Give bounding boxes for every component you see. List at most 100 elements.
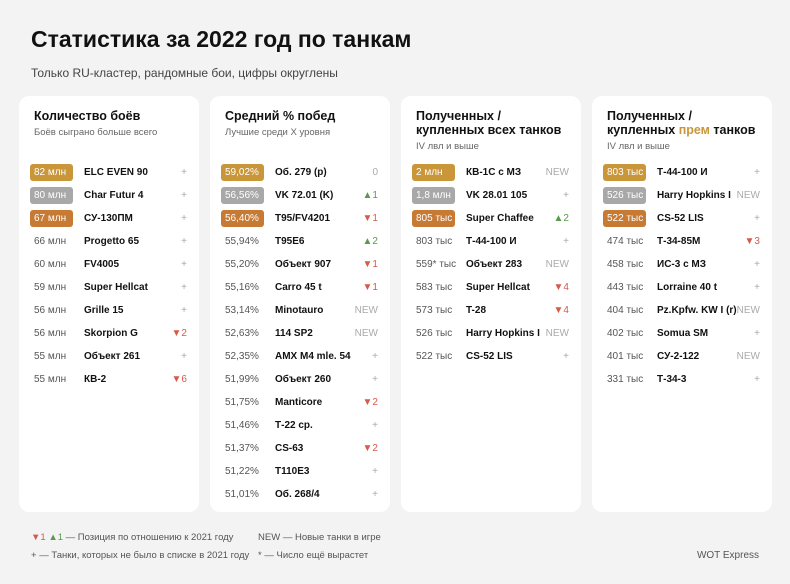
value-badge: 51,37%	[225, 443, 259, 454]
row: 82 млн ELC EVEN 90 +	[30, 161, 187, 184]
tank-name: ELC EVEN 90	[84, 167, 148, 178]
tank-name: T-28	[466, 305, 487, 316]
row: 59 млн Super Hellcat +	[30, 276, 187, 299]
row: 60 млн FV4005 +	[30, 253, 187, 276]
change: +	[181, 167, 187, 178]
change: +	[372, 489, 378, 500]
change: ▼4	[553, 282, 569, 293]
rows: 803 тыс Т-44-100 И +526 тыс Harry Hopkins I…	[603, 161, 760, 391]
value-badge: 55,16%	[225, 282, 259, 293]
value-badge: 401 тыс	[607, 351, 644, 362]
tank-name: Pz.Kpfw. KW I (r)	[657, 305, 737, 316]
title-part: прем	[678, 123, 710, 137]
title-part: Полученных / купленных	[607, 109, 692, 137]
value-badge: 526 тыс	[416, 328, 453, 339]
value-badge: 82 млн	[30, 164, 73, 181]
row: 56,40% T95/FV4201 ▼1	[221, 207, 378, 230]
row: 55 млн Объект 261 +	[30, 345, 187, 368]
panel: Полученных / купленных прем танков IV лвл…	[592, 96, 772, 512]
row: 55,16% Carro 45 t ▼1	[221, 276, 378, 299]
value-badge: 55 млн	[34, 374, 67, 385]
legend-text: — Позиция по отношению к 2021 году	[65, 532, 234, 543]
row: 522 тыс CS-52 LIS +	[603, 207, 760, 230]
change: +	[372, 351, 378, 362]
tank-name: T95E6	[275, 236, 305, 247]
tank-name: Т-44-100 И	[657, 167, 708, 178]
value-badge: 51,75%	[225, 397, 259, 408]
change: ▼1	[362, 282, 378, 293]
tank-name: T110E3	[275, 466, 310, 477]
rows: 82 млн ELC EVEN 90 +80 млн Char Futur 4 +67 …	[30, 161, 187, 391]
tank-name: Об. 279 (р)	[275, 167, 327, 178]
change: ▼6	[171, 374, 187, 385]
change: ▼2	[171, 328, 187, 339]
value-badge: 458 тыс	[607, 259, 644, 270]
row: 51,01% Об. 268/4 +	[221, 483, 378, 506]
row: 803 тыс Т-44-100 И +	[412, 230, 569, 253]
row: 51,99% Объект 260 +	[221, 368, 378, 391]
subtitle: Только RU-кластер, рандомные бои, цифры …	[31, 66, 338, 80]
title-part: танков	[709, 123, 756, 137]
row: 443 тыс Lorraine 40 t +	[603, 276, 760, 299]
row: 52,35% AMX M4 mle. 54 +	[221, 345, 378, 368]
panel: Средний % побед Лучшие среди X уровня 59,0…	[210, 96, 390, 512]
legend-item: NEW — Новые танки в игре	[258, 532, 381, 543]
tank-name: CS-52 LIS	[657, 213, 704, 224]
tank-name: Об. 268/4	[275, 489, 320, 500]
value-badge: 55,94%	[225, 236, 259, 247]
value-badge: 2 млн	[412, 164, 455, 181]
value-badge: 52,63%	[225, 328, 259, 339]
value-badge: 526 тыс	[603, 187, 646, 204]
tank-name: Carro 45 t	[275, 282, 322, 293]
row: 1,8 млн VK 28.01 105 +	[412, 184, 569, 207]
change: +	[563, 236, 569, 247]
title: Статистика за 2022 год по танкам	[31, 26, 412, 52]
row: 402 тыс Somua SM +	[603, 322, 760, 345]
tank-name: Объект 260	[275, 374, 332, 385]
tank-name: СУ-2-122	[657, 351, 700, 362]
panel-title: Средний % побед	[225, 109, 375, 123]
value-badge: 55,20%	[225, 259, 259, 270]
title-part: Средний % побед	[225, 109, 336, 123]
value-badge: 805 тыс	[412, 210, 455, 227]
panel: Количество боёв Боёв сыграно больше всего…	[19, 96, 199, 512]
value-badge: 443 тыс	[607, 282, 644, 293]
value-badge: 59,02%	[221, 164, 264, 181]
change: ▼2	[362, 397, 378, 408]
tank-name: КВ-1С с МЗ	[466, 167, 522, 178]
tank-name: Skorpion G	[84, 328, 138, 339]
tank-name: Somua SM	[657, 328, 709, 339]
tank-name: Т-22 ср.	[275, 420, 313, 431]
change: NEW	[354, 305, 378, 316]
row: 66 млн Progetto 65 +	[30, 230, 187, 253]
change: ▼4	[553, 305, 569, 316]
value-badge: 559* тыс	[416, 259, 457, 270]
change: +	[181, 282, 187, 293]
tank-name: Объект 283	[466, 259, 523, 270]
change: +	[181, 236, 187, 247]
row: 67 млн СУ-130ПМ +	[30, 207, 187, 230]
legend-text: — Новые танки в игре	[282, 532, 381, 543]
value-badge: 803 тыс	[603, 164, 646, 181]
change: +	[563, 190, 569, 201]
change: ▲1	[362, 190, 378, 201]
change: NEW	[736, 190, 760, 201]
panel-note: IV лвл и выше	[416, 141, 479, 152]
tank-name: Progetto 65	[84, 236, 140, 247]
legend-text: — Число ещё вырастет	[264, 550, 369, 561]
value-badge: 66 млн	[34, 236, 67, 247]
change: ▼1	[362, 213, 378, 224]
change: +	[181, 351, 187, 362]
row: 803 тыс Т-44-100 И +	[603, 161, 760, 184]
tank-name: Char Futur 4	[84, 190, 144, 201]
row: 51,75% Manticore ▼2	[221, 391, 378, 414]
legend-key: +	[31, 550, 37, 561]
tank-name: Harry Hopkins I	[657, 190, 731, 201]
row: 56 млн Skorpion G ▼2	[30, 322, 187, 345]
change: +	[754, 374, 760, 385]
value-badge: 1,8 млн	[412, 187, 455, 204]
change: +	[181, 305, 187, 316]
row: 526 тыс Harry Hopkins I NEW	[412, 322, 569, 345]
row: 404 тыс Pz.Kpfw. KW I (r) NEW	[603, 299, 760, 322]
